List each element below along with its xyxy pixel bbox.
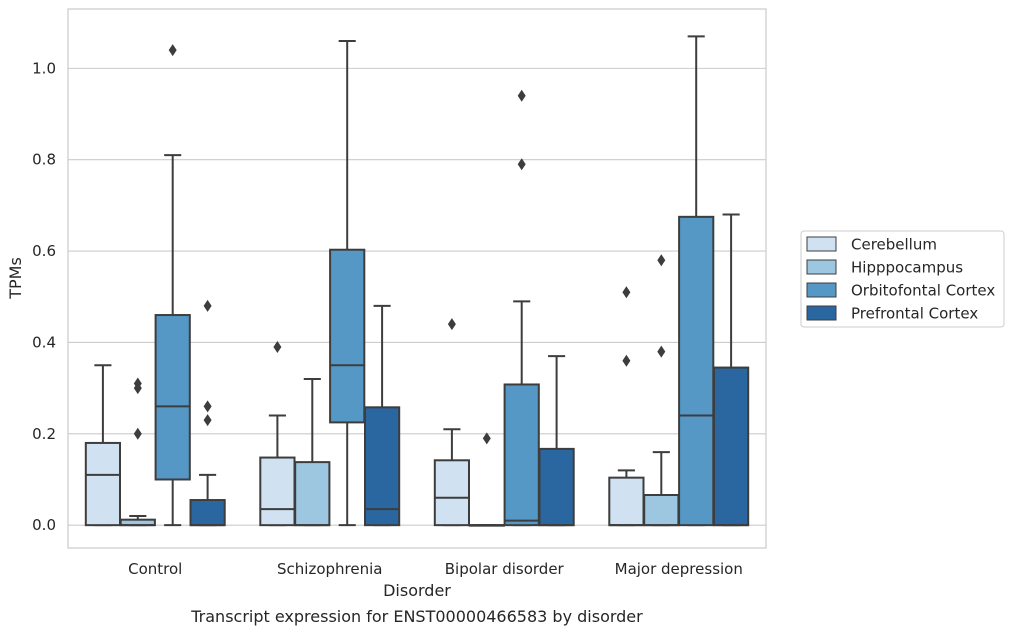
box-cerebellum-bipolar-disorder — [433, 318, 471, 527]
box-hipppocampus-control — [119, 377, 156, 527]
outlier-point — [203, 299, 212, 312]
box-body — [538, 447, 575, 527]
box-orbitofontal-cortex-control — [154, 44, 191, 527]
box-prefrontal-cortex-schizophrenia — [363, 304, 401, 527]
box-body — [154, 314, 191, 481]
box-body — [84, 441, 122, 527]
box-body — [363, 406, 401, 527]
box-cerebellum-control — [84, 364, 122, 527]
outlier-point — [517, 89, 526, 102]
x-tick-label: Major depression — [615, 560, 743, 578]
box-body — [712, 366, 750, 527]
x-tick-label: Bipolar disorder — [445, 560, 565, 578]
box-hipppocampus-major-depression — [643, 254, 680, 527]
chart-caption: Transcript expression for ENST0000046658… — [190, 607, 643, 626]
legend-label-prefrontal-cortex: Prefrontal Cortex — [851, 305, 978, 323]
outlier-point — [447, 318, 456, 331]
outlier-point — [622, 286, 631, 299]
x-tick-label: Control — [128, 560, 182, 578]
x-tick-label: Schizophrenia — [277, 560, 382, 578]
outlier-point — [168, 44, 177, 57]
legend-swatch-hipppocampus — [806, 259, 837, 275]
box-body — [503, 383, 540, 527]
box-body — [433, 459, 471, 527]
outlier-point — [482, 432, 491, 445]
y-tick-label: 1.0 — [32, 59, 56, 77]
box-body — [329, 248, 366, 424]
outlier-point — [133, 427, 142, 440]
outlier-point — [273, 341, 282, 354]
box-body — [608, 476, 645, 527]
box-prefrontal-cortex-bipolar-disorder — [538, 355, 575, 527]
box-body — [294, 461, 331, 527]
x-tick-labels: Control Schizophrenia Bipolar disorder Majo… — [128, 560, 743, 578]
outlier-point — [622, 354, 631, 367]
legend: Cerebellum Hipppocampus Orbitofontal Corte… — [800, 230, 1005, 328]
box-hipppocampus-bipolar-disorder — [468, 432, 505, 527]
legend-frame — [800, 230, 1005, 328]
y-axis-title: TPMs — [6, 257, 25, 300]
legend-label-cerebellum: Cerebellum — [851, 236, 937, 254]
box-prefrontal-cortex-major-depression — [712, 213, 750, 527]
box-groups — [84, 35, 750, 527]
legend-swatch-orbitofontal-cortex — [806, 282, 837, 298]
outlier-point — [657, 345, 666, 358]
outlier-point — [517, 158, 526, 171]
box-orbitofontal-cortex-major-depression — [678, 35, 715, 527]
outlier-point — [657, 254, 666, 267]
legend-swatch-prefrontal-cortex — [806, 305, 837, 321]
y-tick-label: 0.0 — [32, 516, 56, 534]
box-hipppocampus-schizophrenia — [294, 377, 331, 527]
box-body — [189, 499, 226, 527]
y-tick-label: 0.8 — [32, 151, 56, 169]
y-tick-labels: 0.0 0.2 0.4 0.6 0.8 1.0 — [32, 59, 56, 534]
outlier-point — [133, 377, 142, 390]
box-body — [678, 215, 715, 527]
y-tick-label: 0.6 — [32, 242, 56, 260]
legend-label-orbitofontal-cortex: Orbitofontal Cortex — [851, 282, 995, 300]
outlier-point — [203, 414, 212, 427]
plot-frame — [67, 8, 767, 549]
legend-items: Cerebellum Hipppocampus Orbitofontal Corte… — [806, 236, 995, 323]
box-body — [643, 494, 680, 527]
y-tick-label: 0.2 — [32, 425, 56, 443]
box-orbitofontal-cortex-schizophrenia — [329, 39, 366, 527]
y-tick-label: 0.4 — [32, 333, 56, 351]
outlier-point — [203, 400, 212, 413]
legend-label-hipppocampus: Hipppocampus — [851, 259, 963, 277]
box-prefrontal-cortex-control — [189, 299, 226, 527]
legend-swatch-cerebellum — [806, 236, 837, 252]
box-body — [259, 456, 296, 527]
x-axis-title: Disorder — [383, 581, 451, 600]
